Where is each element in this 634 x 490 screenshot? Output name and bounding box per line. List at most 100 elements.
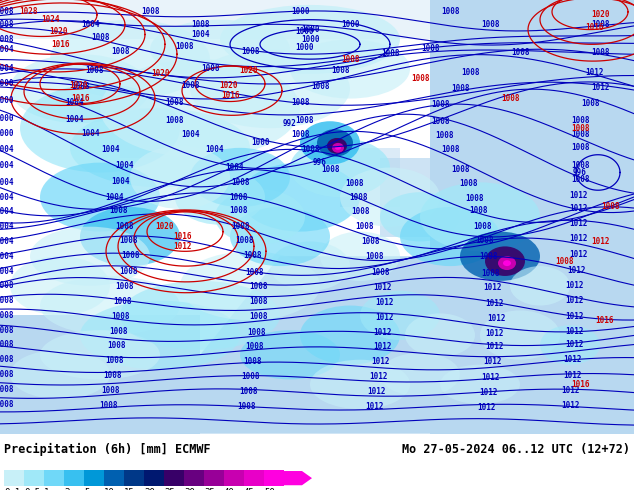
Text: 1012: 1012: [373, 343, 391, 351]
Text: 1004: 1004: [0, 222, 14, 231]
Text: 1004: 1004: [81, 128, 100, 138]
Text: 1016: 1016: [174, 232, 192, 241]
Text: 0.5: 0.5: [24, 488, 40, 490]
Text: 1012: 1012: [567, 266, 585, 274]
Ellipse shape: [300, 121, 360, 165]
Text: 1012: 1012: [486, 329, 504, 338]
Ellipse shape: [130, 146, 230, 209]
Text: 10: 10: [104, 488, 115, 490]
Text: 1008: 1008: [0, 7, 14, 16]
Text: 1008: 1008: [165, 116, 184, 125]
Text: 1008: 1008: [291, 98, 309, 107]
Ellipse shape: [405, 314, 475, 357]
Text: 1000: 1000: [0, 128, 14, 138]
Text: 1008: 1008: [116, 222, 134, 231]
Text: 1008: 1008: [571, 129, 589, 139]
Text: 1004: 1004: [111, 177, 129, 186]
Text: 1008: 1008: [481, 20, 499, 29]
Text: 1016: 1016: [222, 91, 240, 100]
Text: 1012: 1012: [374, 328, 392, 337]
Ellipse shape: [270, 242, 350, 291]
Text: 1008: 1008: [0, 281, 14, 290]
Text: 1008: 1008: [86, 67, 104, 75]
Ellipse shape: [50, 20, 210, 98]
Ellipse shape: [120, 281, 280, 350]
Text: 1012: 1012: [484, 357, 502, 366]
Text: 1008: 1008: [229, 193, 247, 201]
Ellipse shape: [327, 138, 347, 154]
Polygon shape: [430, 0, 634, 434]
Text: 1020: 1020: [239, 67, 257, 75]
Text: 1004: 1004: [116, 161, 134, 170]
Text: 1008: 1008: [321, 165, 339, 174]
Ellipse shape: [420, 182, 540, 251]
Text: 1008: 1008: [581, 99, 599, 108]
Bar: [144, 470, 164, 486]
Text: 20: 20: [144, 488, 155, 490]
Text: 1008: 1008: [421, 44, 439, 53]
Polygon shape: [200, 256, 430, 434]
Text: 1004: 1004: [191, 30, 209, 39]
Ellipse shape: [10, 350, 110, 399]
Text: 1012: 1012: [486, 299, 504, 308]
Text: 1012: 1012: [174, 242, 192, 251]
Text: 1008: 1008: [430, 117, 450, 126]
Text: 1000: 1000: [291, 7, 309, 16]
Ellipse shape: [310, 360, 410, 409]
Text: 1008: 1008: [243, 357, 261, 366]
Text: 1016: 1016: [51, 40, 69, 49]
Text: 1008: 1008: [436, 130, 454, 140]
Text: 1008: 1008: [291, 129, 309, 139]
Text: 1012: 1012: [586, 69, 604, 77]
Ellipse shape: [150, 20, 290, 79]
Text: 1012: 1012: [569, 191, 587, 199]
Bar: [44, 470, 64, 486]
Ellipse shape: [485, 246, 525, 276]
FancyArrow shape: [284, 471, 312, 485]
Text: 1012: 1012: [591, 237, 609, 246]
Text: 1008: 1008: [249, 312, 268, 321]
Text: 1020: 1020: [68, 81, 87, 90]
Text: 1004: 1004: [0, 207, 14, 217]
Text: 1004: 1004: [0, 252, 14, 261]
Text: 1008: 1008: [441, 7, 459, 16]
Text: 1008: 1008: [245, 343, 263, 351]
Text: 1008: 1008: [191, 20, 209, 29]
Text: 1008: 1008: [571, 123, 589, 133]
Text: 1008: 1008: [311, 82, 329, 91]
Ellipse shape: [175, 170, 265, 225]
Text: 996: 996: [573, 168, 587, 177]
Text: 1016: 1016: [71, 94, 89, 103]
Text: 1000: 1000: [340, 20, 359, 29]
Text: 1016: 1016: [571, 380, 589, 389]
Text: 1000: 1000: [301, 35, 320, 44]
Text: 1012: 1012: [569, 219, 587, 228]
Text: 1008: 1008: [236, 236, 254, 245]
Text: 1012: 1012: [482, 283, 501, 293]
Text: 1008: 1008: [295, 116, 314, 125]
Ellipse shape: [20, 84, 180, 172]
Text: 1008: 1008: [371, 268, 389, 276]
Ellipse shape: [10, 256, 110, 316]
Text: 1000: 1000: [0, 96, 14, 105]
Text: 1012: 1012: [375, 298, 393, 307]
Text: 1012: 1012: [485, 343, 503, 351]
Ellipse shape: [100, 59, 300, 158]
Text: 1004: 1004: [0, 146, 14, 154]
Text: 1008: 1008: [165, 98, 184, 107]
Text: 1008: 1008: [229, 206, 247, 216]
Polygon shape: [0, 0, 634, 39]
Text: 1004: 1004: [66, 98, 84, 107]
Text: 1012: 1012: [366, 387, 385, 396]
Text: 1008: 1008: [0, 35, 14, 44]
Text: 1004: 1004: [81, 20, 100, 29]
Polygon shape: [0, 316, 200, 434]
Bar: [264, 470, 284, 486]
Ellipse shape: [400, 207, 500, 266]
Text: 1008: 1008: [236, 401, 256, 411]
Text: 1004: 1004: [181, 129, 199, 139]
Text: 1008: 1008: [120, 251, 139, 260]
Text: 1028: 1028: [19, 7, 37, 16]
Bar: [64, 470, 84, 486]
Text: 30: 30: [184, 488, 195, 490]
